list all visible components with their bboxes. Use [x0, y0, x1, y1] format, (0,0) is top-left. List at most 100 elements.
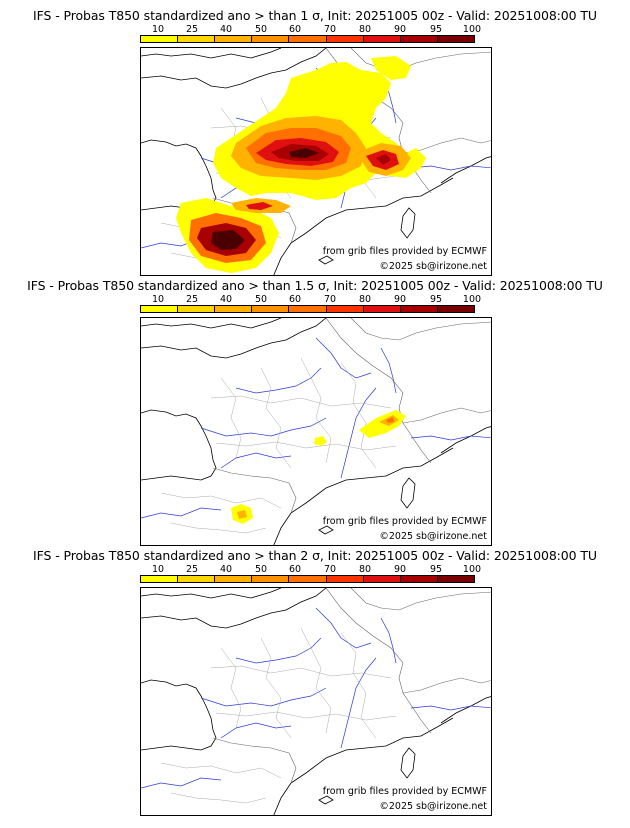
colorbar-tick: 70: [323, 564, 337, 575]
colorbar-swatch: [252, 576, 290, 582]
border-line: [220, 377, 242, 459]
copyright-note: ©2025 sb@irizone.net: [379, 261, 487, 272]
river-line: [380, 347, 397, 394]
panel-title: IFS - Probas T850 standardized ano > tha…: [33, 8, 597, 23]
colorbar-swatch: [289, 576, 327, 582]
colorbar-tick: 50: [254, 24, 268, 35]
coastline: [141, 48, 282, 59]
colorbar-swatch: [252, 306, 290, 312]
coastline: [141, 318, 282, 329]
coastline: [318, 525, 334, 535]
colorbar-tick: 25: [185, 294, 199, 305]
colorbar-tick: 95: [429, 24, 443, 35]
colorbar-tick: 50: [254, 294, 268, 305]
colorbar-tick: 100: [462, 564, 482, 575]
coastline: [290, 447, 454, 514]
river-line: [235, 637, 322, 664]
colorbar-tick: 60: [288, 564, 302, 575]
coastline: [141, 679, 217, 751]
border-line: [212, 737, 297, 784]
colorbar-tick: 80: [358, 564, 372, 575]
coastline: [400, 747, 416, 779]
border-line: [325, 318, 432, 464]
river-line: [410, 435, 491, 441]
river-line: [410, 165, 491, 171]
river-line: [340, 657, 377, 749]
coastline: [141, 318, 327, 359]
border-line: [402, 677, 491, 694]
river-line: [340, 387, 377, 479]
colorbar-tick: 90: [393, 294, 407, 305]
colorbar-tick: 95: [429, 294, 443, 305]
border-line: [210, 395, 392, 409]
map-panel-1sigma: IFS - Probas T850 standardized ano > tha…: [0, 8, 630, 276]
colorbar-swatch: [252, 36, 290, 42]
border-line: [212, 467, 297, 514]
colorbar-swatch: [437, 576, 474, 582]
border-line: [215, 711, 397, 721]
river-line: [220, 452, 292, 469]
border-line: [325, 588, 432, 734]
border-line: [340, 632, 377, 739]
colorbar-swatch: [400, 576, 438, 582]
coastline: [400, 477, 416, 509]
colorbar-swatch: [289, 306, 327, 312]
probability-overlay: [231, 410, 406, 524]
panel-title: IFS - Probas T850 standardized ano > tha…: [33, 548, 597, 563]
border-line: [300, 357, 332, 464]
colorbar-tick: 60: [288, 24, 302, 35]
river-line: [410, 705, 491, 711]
coastline: [141, 588, 327, 629]
colorbar-tick: 70: [323, 24, 337, 35]
coastline: [141, 588, 282, 599]
probability-map[interactable]: from grib files provided by ECMWF ©2025 …: [140, 587, 492, 816]
colorbar-swatch: [215, 576, 253, 582]
source-note: from grib files provided by ECMWF: [322, 246, 487, 257]
border-line: [350, 588, 491, 611]
border-line: [260, 367, 292, 469]
coastline: [290, 177, 454, 244]
colorbar-tick: 80: [358, 294, 372, 305]
colorbar: [140, 575, 475, 583]
border-line: [210, 665, 392, 679]
river-line: [380, 617, 397, 664]
coastline: [141, 409, 217, 481]
border-line: [160, 762, 282, 779]
border-line: [160, 492, 282, 509]
probability-overlay: [176, 56, 426, 273]
colorbar-tick: 10: [151, 24, 165, 35]
colorbar-tick: 70: [323, 294, 337, 305]
copyright-note: ©2025 sb@irizone.net: [379, 801, 487, 812]
border-line: [170, 522, 267, 534]
coastline: [400, 207, 416, 239]
colorbar-tick: 90: [393, 564, 407, 575]
colorbar-tick: 40: [219, 24, 233, 35]
probability-map[interactable]: from grib files provided by ECMWF ©2025 …: [140, 317, 492, 546]
colorbar-swatch: [178, 36, 216, 42]
colorbar-swatch: [215, 36, 253, 42]
source-note: from grib files provided by ECMWF: [322, 786, 487, 797]
colorbar-swatch: [141, 36, 179, 42]
colorbar-tick: 40: [219, 564, 233, 575]
colorbar-tick: 50: [254, 564, 268, 575]
colorbar-tick: 60: [288, 294, 302, 305]
probability-map[interactable]: from grib files provided by ECMWF ©2025 …: [140, 47, 492, 276]
colorbar-swatch: [437, 306, 474, 312]
river-line: [141, 777, 222, 789]
coastline: [273, 782, 292, 815]
river-line: [200, 417, 327, 437]
coastline: [273, 512, 292, 545]
river-line: [235, 367, 322, 394]
colorbar-tick: 100: [462, 24, 482, 35]
map-panel-1-5sigma: IFS - Probas T850 standardized ano > tha…: [0, 278, 630, 546]
coastline: [318, 795, 334, 805]
colorbar-swatch: [363, 576, 401, 582]
river-line: [220, 722, 292, 739]
coastline: [318, 255, 334, 265]
colorbar-swatch: [178, 306, 216, 312]
colorbar-swatch: [326, 306, 364, 312]
colorbar-tick: 10: [151, 564, 165, 575]
colorbar: [140, 305, 475, 313]
border-line: [170, 792, 267, 804]
colorbar-tick: 25: [185, 24, 199, 35]
